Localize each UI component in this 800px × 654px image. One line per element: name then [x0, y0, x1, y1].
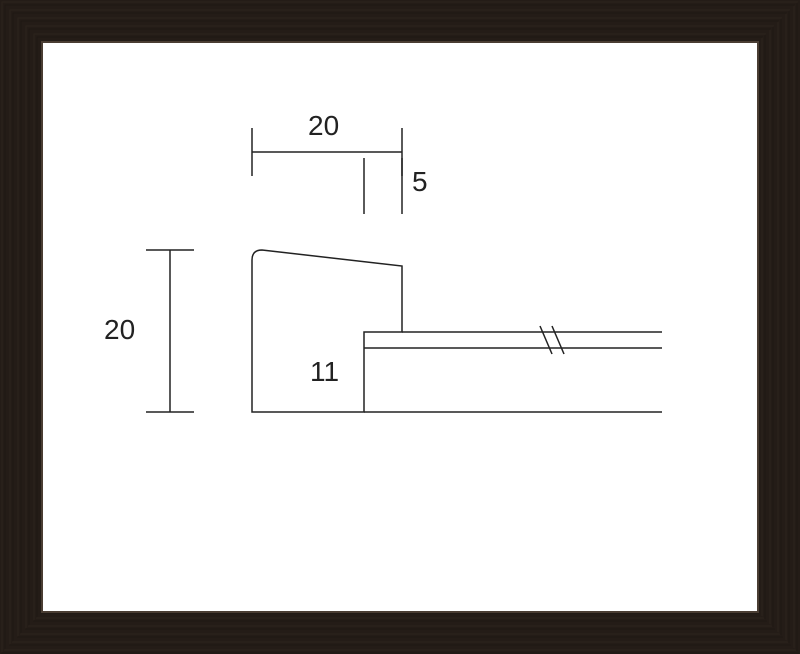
- profile-svg: [42, 42, 758, 612]
- dim-label-width: 20: [308, 110, 339, 142]
- dim-label-height: 20: [104, 314, 135, 346]
- dim-label-rabbet-width: 5: [412, 166, 428, 198]
- dim-label-rabbet-height: 11: [310, 356, 339, 388]
- break-mark-2: [552, 326, 564, 354]
- break-mark-1: [540, 326, 552, 354]
- profile-diagram: 20 5 20 11: [42, 42, 758, 612]
